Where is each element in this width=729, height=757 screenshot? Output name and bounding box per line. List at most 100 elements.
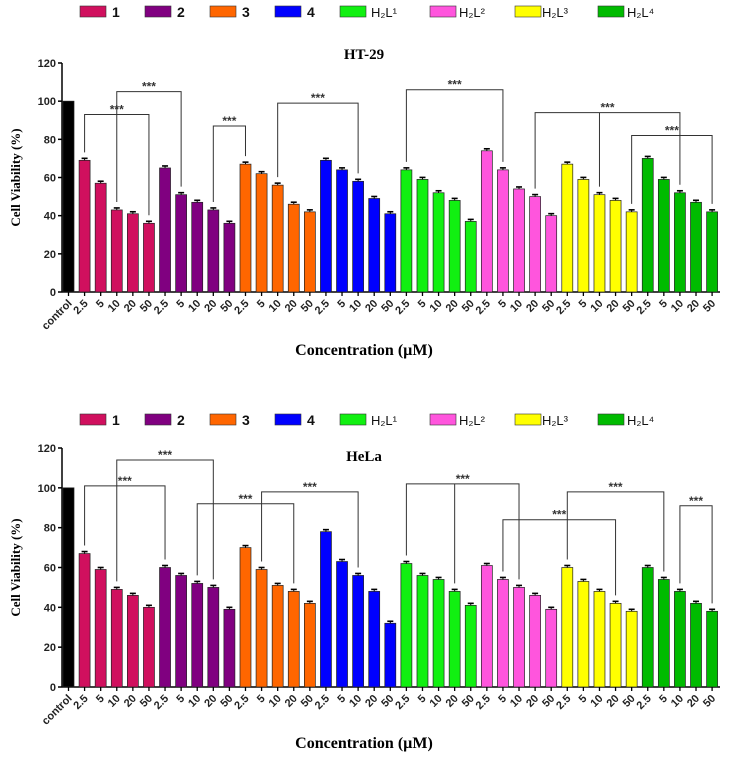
legend-label: H₂L¹ — [371, 413, 398, 428]
bar — [416, 575, 429, 688]
significance-bracket: *** — [405, 78, 504, 162]
bar — [448, 591, 461, 688]
x-tick-label: 2.5 — [635, 693, 654, 712]
x-tick-label: 20 — [363, 693, 380, 710]
legend-label: 4 — [307, 412, 315, 428]
x-tick-label: 50 — [379, 298, 396, 315]
x-tick-label: 10 — [669, 693, 686, 710]
bar — [352, 180, 364, 293]
bar — [287, 203, 300, 293]
x-tick-label: 5 — [335, 693, 348, 706]
x-tick-label: 10 — [186, 298, 203, 315]
chart-title: HT-29 — [344, 47, 384, 63]
x-tick-label: 5 — [255, 693, 268, 706]
x-tick-label: 10 — [106, 693, 123, 710]
x-tick-label: 50 — [460, 298, 477, 315]
x-tick-label: 2.5 — [71, 298, 90, 317]
x-tick-label: 20 — [202, 693, 219, 710]
legend-swatch — [274, 413, 302, 426]
x-tick-label: 50 — [138, 693, 155, 710]
y-axis-label: Cell Viability (%) — [8, 128, 23, 226]
bracket-line — [116, 91, 182, 202]
x-tick-label: 2.5 — [554, 693, 573, 712]
x-tick-label: control — [40, 693, 75, 728]
x-tick-label: 2.5 — [313, 298, 332, 317]
bracket-line — [277, 102, 359, 178]
significance-label: *** — [158, 448, 172, 462]
x-tick-label: 2.5 — [393, 298, 412, 317]
y-tick-label: 20 — [44, 642, 56, 654]
legend-label: 2 — [177, 4, 185, 20]
bar — [497, 579, 509, 688]
significance-bracket: *** — [212, 114, 246, 202]
bar — [480, 565, 493, 688]
x-tick-label: 5 — [174, 298, 187, 311]
bar — [593, 194, 606, 293]
legend-label: H₂L² — [459, 5, 486, 20]
legend-swatch — [514, 413, 542, 426]
bar — [191, 583, 204, 688]
bar — [336, 169, 348, 293]
significance-label: *** — [303, 480, 317, 494]
x-tick-label: 50 — [540, 693, 557, 710]
x-tick-label: 10 — [347, 298, 364, 315]
x-tick-label: 50 — [460, 693, 477, 710]
x-tick-label: 20 — [122, 693, 139, 710]
bar — [352, 575, 364, 688]
bar — [400, 563, 413, 688]
x-tick-label: 2.5 — [313, 693, 332, 712]
legend-label: H₂L⁴ — [627, 413, 654, 428]
x-tick-label: 50 — [540, 298, 557, 315]
x-tick-label: 5 — [94, 693, 107, 706]
x-tick-label: 50 — [379, 693, 396, 710]
significance-label: *** — [689, 494, 703, 508]
bar — [127, 595, 139, 688]
x-tick-label: 50 — [218, 298, 235, 315]
legend-swatch — [597, 413, 625, 426]
x-tick-label: 20 — [444, 298, 461, 315]
bracket-line — [261, 491, 359, 568]
significance-label: *** — [448, 78, 462, 92]
x-tick-label: 2.5 — [152, 298, 171, 317]
y-tick-label: 20 — [44, 249, 56, 261]
bar — [304, 211, 316, 293]
significance-bracket: *** — [196, 492, 295, 584]
x-tick-label: 50 — [701, 298, 718, 315]
y-tick-label: 80 — [44, 134, 56, 146]
bar — [657, 579, 670, 688]
chart-panel-ht-29: 1 2 3 4 H₂L¹ H₂L² H₂L³ H₂L⁴ HT-29 0 20 40 60 80 100 120… — [8, 4, 720, 359]
significance-bracket: *** — [405, 472, 520, 584]
bar — [545, 608, 558, 688]
x-tick-label: 10 — [588, 693, 605, 710]
x-tick-label: 20 — [685, 298, 702, 315]
bar — [561, 163, 574, 293]
x-tick-label: 2.5 — [232, 693, 251, 712]
bar — [657, 179, 670, 293]
legend-swatch — [339, 5, 367, 18]
bar — [94, 182, 107, 293]
bar — [432, 192, 445, 293]
x-tick-label: 10 — [347, 693, 364, 710]
legend-swatch — [79, 413, 107, 426]
bar — [690, 201, 702, 293]
legend-swatch — [514, 5, 542, 18]
bar — [706, 211, 718, 293]
y-tick-label: 0 — [50, 682, 56, 694]
significance-label: *** — [552, 508, 566, 522]
legend-label: 4 — [307, 4, 315, 20]
x-tick-label: 2.5 — [152, 693, 171, 712]
x-tick-label: 20 — [685, 693, 702, 710]
bar — [513, 188, 525, 293]
bracket-line — [566, 491, 665, 572]
legend-swatch — [339, 413, 367, 426]
x-tick-label: 20 — [202, 298, 219, 315]
y-tick-label: 120 — [38, 58, 56, 70]
x-tick-label: 5 — [657, 298, 670, 311]
x-tick-label: 10 — [588, 298, 605, 315]
x-tick-label: 5 — [496, 298, 509, 311]
bar — [529, 595, 541, 688]
x-tick-label: 5 — [335, 298, 348, 311]
x-tick-label: 5 — [416, 693, 429, 706]
bar — [480, 150, 493, 293]
x-tick-label: 5 — [657, 693, 670, 706]
